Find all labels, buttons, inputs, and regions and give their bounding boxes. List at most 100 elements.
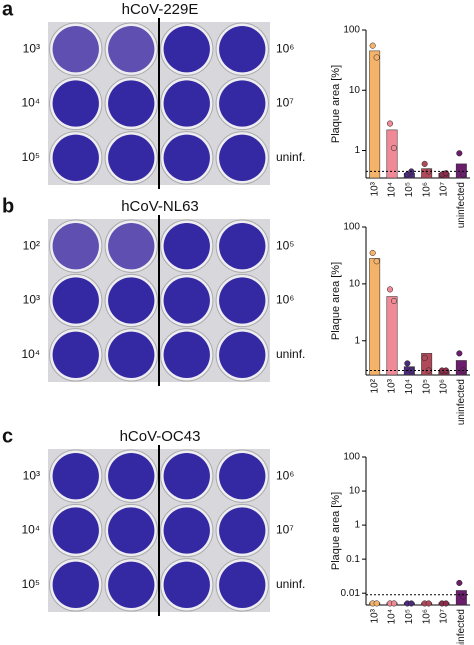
point xyxy=(369,42,376,49)
well xyxy=(52,561,99,608)
well xyxy=(163,277,210,324)
x-tick-label: 10⁴ xyxy=(387,609,398,624)
x-tick-label: 10⁶ xyxy=(421,609,432,624)
row-label: 10⁶ xyxy=(276,293,294,307)
point xyxy=(460,171,467,178)
point xyxy=(390,600,398,607)
row-label: 10⁶ xyxy=(276,41,294,55)
point xyxy=(456,579,463,586)
x-tick-label: 10⁴ xyxy=(404,379,415,394)
well xyxy=(108,453,155,500)
point xyxy=(390,297,398,305)
well xyxy=(219,80,266,127)
point xyxy=(421,354,428,361)
point xyxy=(408,600,415,607)
row-label: 10⁷ xyxy=(276,96,294,110)
x-tick-label: uninfected xyxy=(456,182,467,228)
well xyxy=(108,80,155,127)
bar xyxy=(369,258,381,376)
x-tick-label: 10⁴ xyxy=(387,182,398,197)
row-label: 10⁴ xyxy=(21,523,40,537)
panel-letter: b xyxy=(2,195,14,217)
well xyxy=(52,331,99,379)
y-axis-label: Plaque area [%] xyxy=(330,492,342,570)
well xyxy=(52,223,99,270)
well xyxy=(108,331,155,379)
point xyxy=(425,600,432,607)
well xyxy=(163,507,210,554)
x-tick-label: 10⁷ xyxy=(439,609,450,624)
row-label: 10⁶ xyxy=(276,468,294,482)
x-tick-label: 10⁷ xyxy=(439,182,450,197)
row-label: 10⁴ xyxy=(21,347,40,361)
panel-letter: a xyxy=(2,0,14,20)
bar xyxy=(386,129,398,179)
row-label: 10² xyxy=(23,238,40,252)
row-label: 10⁷ xyxy=(276,523,294,537)
x-tick-label: 10⁵ xyxy=(404,609,415,624)
well xyxy=(52,80,99,127)
y-axis-label: Plaque area [%] xyxy=(330,65,342,143)
panel-title: hCoV-NL63 xyxy=(121,198,199,215)
row-label: uninf. xyxy=(276,347,305,361)
y-tick-label: 10 xyxy=(349,85,361,96)
y-axis-label: Plaque area [%] xyxy=(330,262,342,340)
y-tick-label: 100 xyxy=(343,222,360,233)
bar xyxy=(386,296,398,376)
well xyxy=(219,453,266,500)
well xyxy=(163,223,210,270)
well xyxy=(52,507,99,554)
point xyxy=(404,360,411,367)
x-tick-label: uninfected xyxy=(456,609,467,645)
point xyxy=(456,350,463,357)
point xyxy=(369,249,376,256)
x-tick-label: 10⁵ xyxy=(421,379,432,394)
well xyxy=(108,26,155,73)
x-tick-label: 10³ xyxy=(387,378,398,393)
row-label: 10³ xyxy=(23,293,40,307)
x-tick-label: 10⁶ xyxy=(421,182,432,197)
y-tick-label: 10 xyxy=(349,279,361,290)
well xyxy=(108,507,155,554)
row-label: 10³ xyxy=(23,468,40,482)
y-tick-label: 1 xyxy=(354,145,360,156)
well xyxy=(52,26,99,73)
x-tick-label: 10³ xyxy=(369,181,380,196)
well xyxy=(163,453,210,500)
well xyxy=(52,134,99,181)
point xyxy=(390,144,398,152)
point xyxy=(442,600,450,607)
point xyxy=(386,120,394,127)
well xyxy=(219,223,266,270)
panel-title: hCoV-229E xyxy=(122,1,199,18)
point xyxy=(460,593,467,600)
point xyxy=(386,286,394,293)
y-tick-label: 0.1 xyxy=(346,554,360,565)
well xyxy=(219,277,266,324)
x-tick-label: 10⁶ xyxy=(439,379,450,394)
y-tick-label: 100 xyxy=(343,25,360,36)
well xyxy=(219,26,266,73)
row-label: 10³ xyxy=(23,41,40,55)
y-tick-label: 10 xyxy=(349,486,361,497)
well xyxy=(52,453,99,500)
x-tick-label: 10² xyxy=(369,378,380,393)
panel-letter: c xyxy=(2,425,13,447)
bar xyxy=(455,360,467,376)
bar xyxy=(421,353,433,376)
y-tick-label: 1 xyxy=(354,335,360,346)
y-tick-label: 1 xyxy=(354,520,360,531)
well xyxy=(108,561,155,608)
row-label: 10⁵ xyxy=(276,238,294,252)
y-tick-label: 100 xyxy=(343,452,360,463)
well xyxy=(163,561,210,608)
bar xyxy=(369,50,381,179)
row-label: 10⁵ xyxy=(22,577,40,591)
x-tick-label: 10³ xyxy=(369,608,380,623)
row-label: 10⁵ xyxy=(22,150,40,164)
well xyxy=(219,561,266,608)
well xyxy=(219,507,266,554)
well xyxy=(163,134,210,181)
x-tick-label: 10⁵ xyxy=(404,182,415,197)
